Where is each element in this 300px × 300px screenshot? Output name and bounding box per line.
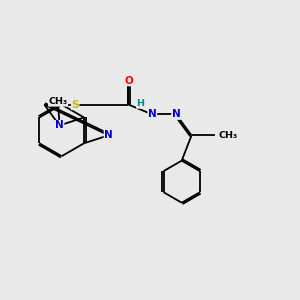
Text: S: S (71, 100, 79, 110)
Text: CH₃: CH₃ (49, 97, 68, 106)
Text: O: O (124, 76, 133, 86)
Text: N: N (172, 110, 181, 119)
Text: N: N (55, 120, 64, 130)
Text: N: N (104, 130, 113, 140)
Text: H: H (136, 99, 145, 108)
Text: N: N (148, 110, 157, 119)
Text: CH₃: CH₃ (218, 131, 237, 140)
